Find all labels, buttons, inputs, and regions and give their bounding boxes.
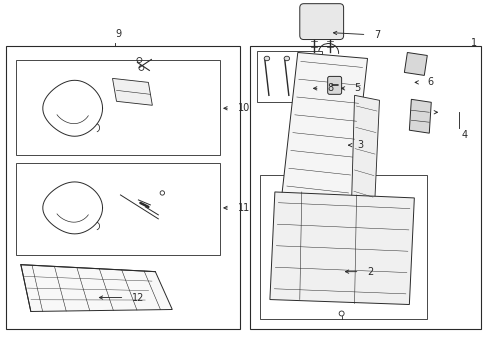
Text: 12: 12 — [132, 293, 144, 302]
Text: 6: 6 — [427, 77, 432, 87]
Ellipse shape — [264, 56, 269, 61]
Polygon shape — [281, 53, 367, 202]
Polygon shape — [21, 265, 172, 311]
Text: 10: 10 — [238, 103, 250, 113]
Text: 5: 5 — [354, 84, 360, 93]
Text: 3: 3 — [357, 140, 363, 150]
Polygon shape — [112, 78, 152, 105]
FancyBboxPatch shape — [327, 76, 341, 94]
Ellipse shape — [284, 56, 289, 61]
Text: 2: 2 — [367, 267, 373, 276]
Bar — [249, 45, 480, 329]
Text: 8: 8 — [327, 84, 333, 93]
Text: 11: 11 — [238, 203, 250, 213]
Polygon shape — [408, 99, 430, 133]
Text: 1: 1 — [470, 37, 476, 48]
FancyBboxPatch shape — [299, 4, 343, 40]
Bar — [16, 60, 220, 155]
Polygon shape — [351, 95, 379, 208]
Text: 9: 9 — [115, 28, 122, 39]
Text: 4: 4 — [460, 130, 467, 140]
Bar — [256, 50, 321, 102]
Bar — [260, 175, 427, 319]
Text: 7: 7 — [374, 30, 380, 40]
Polygon shape — [269, 192, 413, 305]
Polygon shape — [404, 53, 427, 75]
Bar — [6, 45, 240, 329]
Bar — [16, 163, 220, 255]
